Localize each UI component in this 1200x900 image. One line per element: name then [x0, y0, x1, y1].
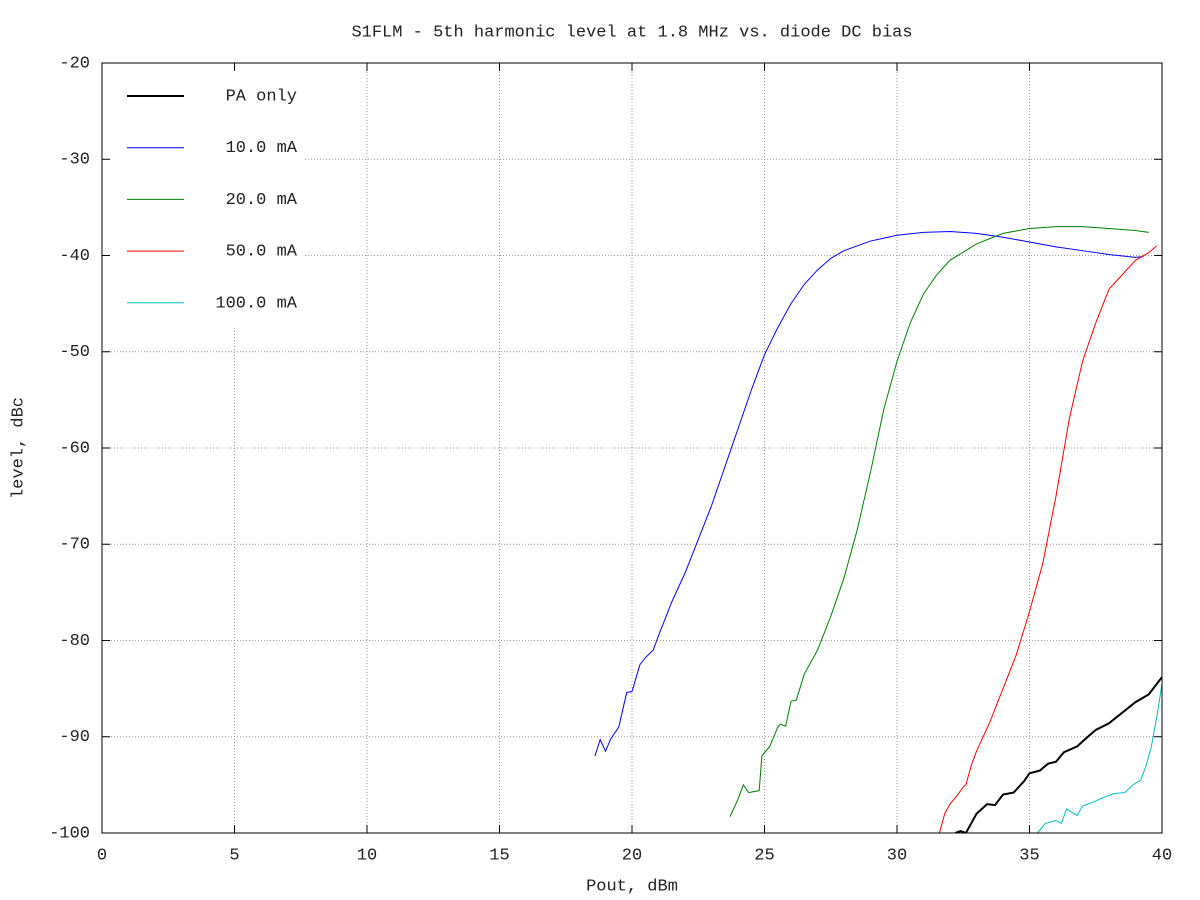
x-tick-label: 15 — [489, 846, 509, 865]
legend-label: 10.0 mA — [226, 139, 298, 158]
data-line — [954, 676, 1162, 833]
y-tick-label: -50 — [59, 343, 90, 362]
y-tick-label: -60 — [59, 439, 90, 458]
x-tick-label: 0 — [97, 846, 107, 865]
y-tick-label: -30 — [59, 151, 90, 170]
y-tick-label: -70 — [59, 536, 90, 555]
data-line — [729, 226, 1149, 817]
y-tick-label: -90 — [59, 728, 90, 747]
x-tick-label: 5 — [229, 846, 239, 865]
y-axis-label: level, dBc — [9, 397, 28, 499]
y-tick-label: -20 — [59, 54, 90, 73]
legend-label: 100.0 mA — [215, 294, 297, 313]
plot-frame — [101, 62, 1163, 834]
y-tick-label: -80 — [59, 632, 90, 651]
x-tick-label: 40 — [1152, 846, 1172, 865]
y-tick-label: -100 — [49, 824, 90, 843]
x-tick-label: 20 — [622, 846, 642, 865]
data-line — [1037, 683, 1162, 833]
chart-title: S1FLM - 5th harmonic level at 1.8 MHz vs… — [351, 23, 912, 42]
data-line — [594, 230, 1144, 757]
x-tick-label: 30 — [887, 846, 907, 865]
legend-label: 50.0 mA — [226, 243, 298, 262]
x-tick-label: 10 — [357, 846, 377, 865]
data-line — [938, 245, 1158, 833]
y-tick-label: -40 — [59, 247, 90, 266]
x-tick-label: 25 — [754, 846, 774, 865]
x-axis-label: Pout, dBm — [586, 877, 678, 896]
legend-label: 20.0 mA — [226, 191, 298, 210]
legend-label: PA only — [226, 87, 297, 106]
x-tick-label: 35 — [1019, 846, 1039, 865]
